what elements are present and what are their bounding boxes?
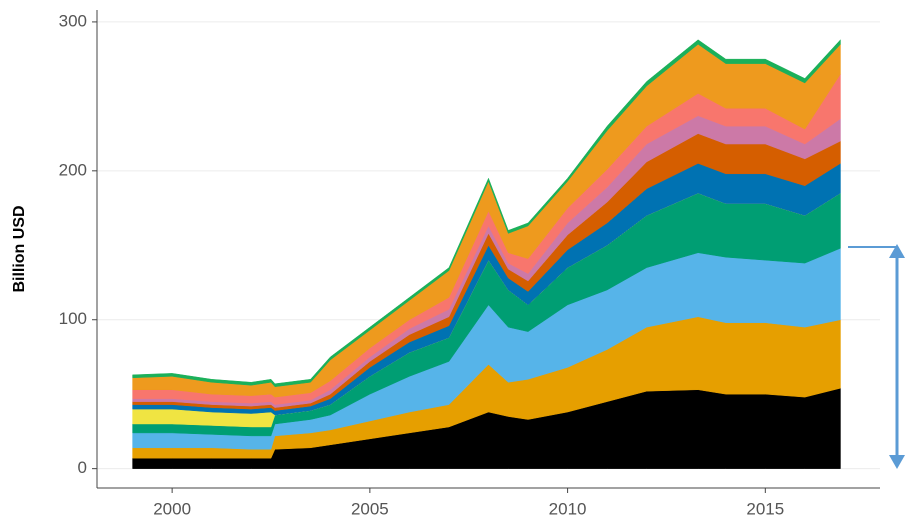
y-axis-title: Billion USD: [11, 205, 28, 292]
y-tick-label: 100: [59, 309, 87, 328]
y-tick-label: 300: [59, 11, 87, 30]
x-tick-label: 2000: [153, 499, 191, 518]
x-tick-label: 2010: [549, 499, 587, 518]
area: [132, 39, 841, 388]
areas: [132, 39, 841, 469]
y-tick-label: 0: [78, 458, 87, 477]
x-tick-label: 2015: [746, 499, 784, 518]
range-arrow: [848, 244, 905, 469]
y-tick-label: 200: [59, 160, 87, 179]
x-tick-label: 2005: [351, 499, 389, 518]
